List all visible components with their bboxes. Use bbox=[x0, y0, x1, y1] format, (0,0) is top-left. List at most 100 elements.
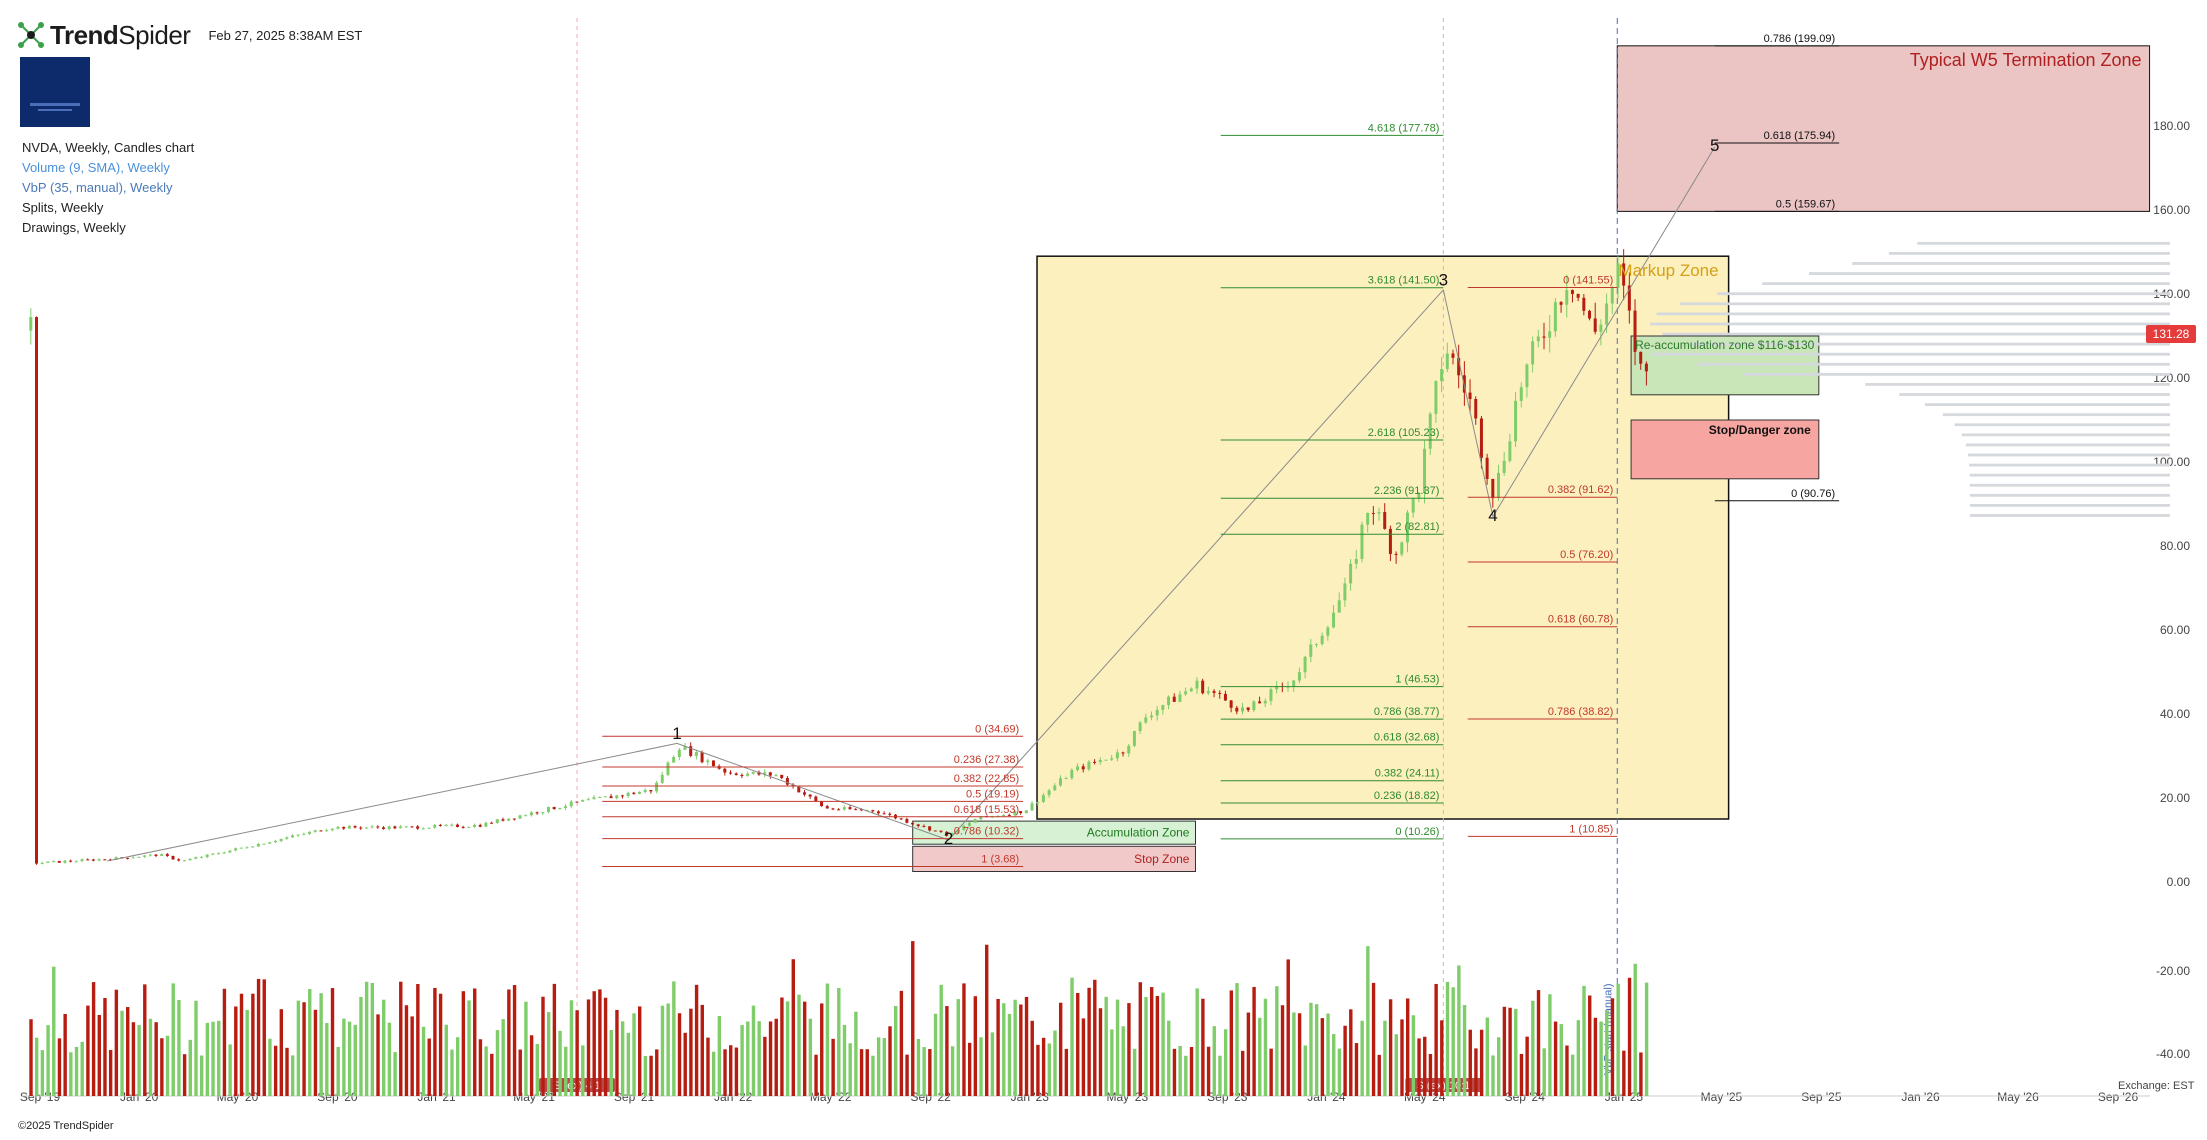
current-price-badge: 131.28 bbox=[2146, 325, 2196, 343]
candle-body bbox=[217, 853, 221, 855]
candle-body bbox=[268, 842, 272, 844]
legend-title[interactable]: NVDA, Weekly, Candles chart bbox=[22, 140, 195, 155]
volume-bar bbox=[683, 1032, 687, 1096]
volume-bar bbox=[1388, 999, 1393, 1096]
volume-bar bbox=[541, 996, 545, 1096]
volume-bar bbox=[1036, 1044, 1040, 1096]
candle-body bbox=[1121, 752, 1125, 754]
candle-body bbox=[336, 826, 340, 829]
volume-bar bbox=[495, 1030, 500, 1096]
candle-body bbox=[848, 807, 852, 810]
volume-bar bbox=[1053, 1030, 1057, 1096]
volume-bar bbox=[137, 1025, 141, 1096]
candle-body bbox=[1212, 691, 1216, 693]
legend-drawings[interactable]: Drawings, Weekly bbox=[22, 220, 126, 235]
fib-level-label: 2.236 (91.37) bbox=[1374, 485, 1439, 497]
volume-bar bbox=[962, 983, 966, 1096]
volume-bar bbox=[1371, 982, 1376, 1096]
candle-body bbox=[131, 857, 135, 859]
candle-body bbox=[1559, 302, 1563, 305]
elliott-wave-line bbox=[1442, 289, 1494, 517]
candle-body bbox=[1485, 457, 1489, 479]
volume-bar bbox=[990, 1032, 995, 1096]
legend-splits[interactable]: Splits, Weekly bbox=[22, 200, 104, 215]
volume-bar bbox=[620, 1021, 625, 1096]
candle-body bbox=[404, 826, 408, 828]
candle-body bbox=[359, 827, 363, 829]
candle-body bbox=[1314, 644, 1318, 646]
candle-body bbox=[1588, 310, 1592, 319]
volume-bar bbox=[97, 1014, 101, 1096]
legend-volume[interactable]: Volume (9, SMA), Weekly bbox=[22, 160, 170, 175]
legend-vbp[interactable]: VbP (35, manual), Weekly bbox=[22, 180, 173, 195]
volume-bar bbox=[1644, 982, 1649, 1096]
volume-bar bbox=[1002, 1003, 1006, 1096]
candle-body bbox=[820, 801, 824, 807]
candle-body bbox=[1639, 351, 1643, 364]
fib-level-label: 0.236 (18.82) bbox=[1374, 790, 1439, 802]
volume-bar bbox=[148, 1018, 153, 1096]
candle-body bbox=[1132, 731, 1136, 746]
volume-bar bbox=[1024, 996, 1029, 1096]
candle-body bbox=[888, 813, 892, 815]
candle-body bbox=[1041, 795, 1045, 803]
volume-bars bbox=[29, 941, 1649, 1096]
volume-bar bbox=[313, 1009, 318, 1096]
volume-bar bbox=[802, 1001, 807, 1096]
volume-bar bbox=[820, 1003, 824, 1096]
volume-bar bbox=[217, 1020, 221, 1096]
y-tick-label: 40.00 bbox=[2160, 707, 2190, 721]
volume-bar bbox=[1047, 1043, 1051, 1096]
y-tick-label: 80.00 bbox=[2160, 539, 2190, 553]
volume-bar bbox=[1479, 1029, 1484, 1096]
volume-bar bbox=[1019, 1004, 1023, 1096]
candle-body bbox=[871, 810, 875, 812]
volume-bar bbox=[1593, 1017, 1598, 1096]
candle-body bbox=[603, 796, 607, 798]
vbp-bar bbox=[1969, 493, 2170, 497]
candle-body bbox=[1098, 759, 1102, 763]
volume-bar bbox=[1502, 1006, 1507, 1096]
volume-bar bbox=[666, 1003, 670, 1096]
candle-body bbox=[1024, 810, 1028, 814]
candle-body bbox=[1423, 448, 1427, 493]
candle-body bbox=[1536, 336, 1540, 342]
candle-body bbox=[1525, 364, 1529, 388]
vbp-bar bbox=[1968, 453, 2170, 457]
candle-body bbox=[785, 778, 789, 785]
candle-body bbox=[524, 815, 528, 817]
volume-bar bbox=[967, 1042, 972, 1096]
volume-bar bbox=[564, 1046, 568, 1096]
volume-bar bbox=[711, 1051, 716, 1096]
candle-body bbox=[262, 843, 266, 845]
elliott-wave-line bbox=[676, 742, 949, 841]
x-tick-label: Jan '26 bbox=[1901, 1090, 1940, 1104]
fib-level-label: 0 (10.26) bbox=[1395, 826, 1439, 838]
candle-body bbox=[495, 819, 499, 824]
fib-level-label: 3.618 (141.50) bbox=[1368, 275, 1440, 287]
fib-level-label: 0.786 (10.32) bbox=[954, 826, 1019, 838]
volume-bar bbox=[1098, 1008, 1103, 1096]
volume-bar bbox=[825, 983, 830, 1096]
candle-body bbox=[1201, 680, 1205, 694]
volume-bar bbox=[1172, 1048, 1177, 1096]
volume-bar bbox=[1423, 1036, 1427, 1096]
candle-body bbox=[950, 832, 954, 836]
candle-body bbox=[1036, 802, 1040, 804]
volume-bar bbox=[1275, 986, 1279, 1096]
fib-level-label: 0.786 (38.82) bbox=[1548, 706, 1613, 718]
candle-body bbox=[1161, 705, 1165, 710]
candle-body bbox=[279, 838, 283, 841]
volume-bar bbox=[319, 993, 323, 1096]
candle-body bbox=[1542, 336, 1546, 338]
wave-label: 4 bbox=[1488, 506, 1497, 525]
volume-bar bbox=[1474, 1048, 1478, 1096]
vbp-bar bbox=[1942, 413, 2170, 417]
volume-bar bbox=[660, 1005, 665, 1096]
candle-body bbox=[581, 799, 585, 802]
volume-bar bbox=[182, 1054, 187, 1096]
candle-body bbox=[245, 847, 249, 849]
volume-bar bbox=[581, 1045, 585, 1096]
